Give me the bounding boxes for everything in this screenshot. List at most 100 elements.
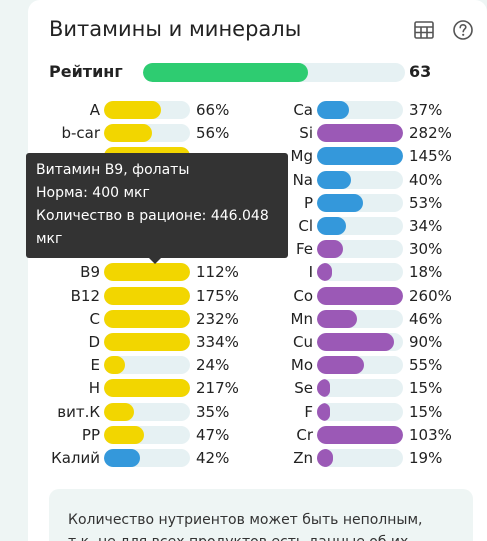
nutrient-bar-fill <box>104 124 153 143</box>
nutrient-bar <box>104 286 190 305</box>
nutrient-percent: 334% <box>196 333 239 351</box>
nutrient-label: C <box>89 309 100 328</box>
nutrient-row-mineral[interactable]: I 18% <box>28 263 487 286</box>
nutrient-bar-fill <box>104 425 145 444</box>
nutrient-label: B9 <box>80 263 100 282</box>
nutrient-bar <box>317 425 403 444</box>
nutrient-percent: 46% <box>409 309 443 328</box>
nutrient-percent: 42% <box>196 449 230 467</box>
nutrient-percent: 19% <box>409 449 443 467</box>
nutrient-row-mineral[interactable]: Si 282% <box>28 124 487 147</box>
nutrient-percent: 175% <box>196 286 239 305</box>
nutrient-percent: 112% <box>196 263 239 282</box>
nutrient-bar <box>317 333 403 351</box>
nutrient-row-vitamin[interactable]: B12 175% <box>28 286 487 310</box>
nutrient-percent: 260% <box>409 286 452 305</box>
card-title: Витамины и минералы <box>49 17 302 41</box>
nutrient-bar <box>317 286 403 305</box>
nutrient-bar-fill <box>317 449 334 467</box>
nutrient-percent: 232% <box>196 309 239 328</box>
help-icon[interactable] <box>452 19 474 41</box>
nutrient-row-mineral[interactable]: Na 40% <box>28 170 487 194</box>
nutrient-row-mineral[interactable]: Cl 34% <box>28 217 487 240</box>
nutrient-percent: 18% <box>409 263 443 282</box>
nutrient-row-vitamin[interactable]: E 24% <box>28 356 487 379</box>
nutrient-row-mineral[interactable]: Zn 19% <box>28 449 487 472</box>
nutrient-percent: 103% <box>409 425 452 444</box>
nutrient-row-vitamin[interactable]: b-car 56% <box>28 124 487 147</box>
tooltip-title: Витамин B9, фолаты <box>36 162 190 178</box>
nutrient-row-mineral[interactable]: Cr 103% <box>28 425 487 449</box>
nutrient-label: Zn <box>293 449 313 467</box>
nutrient-row-vitamin[interactable]: Калий 42% <box>28 449 487 472</box>
nutrient-bar-fill <box>104 263 190 282</box>
nutrient-percent: 40% <box>409 170 443 189</box>
nutrient-row-vitamin[interactable]: C 232% <box>28 309 487 333</box>
nutrient-percent: 34% <box>409 217 443 235</box>
note-line-2: т.к. не для всех продуктов есть данные о… <box>68 531 454 541</box>
nutrient-bar-fill <box>317 402 330 421</box>
nutrient-row-vitamin[interactable]: B9 112% <box>28 263 487 286</box>
nutrient-row-vitamin[interactable]: A 66% <box>28 101 487 124</box>
nutrient-row-mineral[interactable]: Ca 37% <box>28 101 487 124</box>
nutrient-label: PP <box>81 425 100 444</box>
nutrient-percent: 66% <box>196 101 230 119</box>
nutrient-bar-fill <box>104 449 141 467</box>
nutrient-label: B12 <box>70 286 100 305</box>
nutrient-row-mineral[interactable]: P 53% <box>28 193 487 217</box>
nutrient-bar <box>104 425 190 444</box>
nutrient-bar <box>104 333 190 351</box>
nutrient-row-mineral[interactable]: Cu 90% <box>28 333 487 356</box>
nutrient-percent: 24% <box>196 356 230 375</box>
nutrient-row-mineral[interactable]: Se 15% <box>28 379 487 402</box>
nutrient-label: F <box>304 402 313 421</box>
tooltip-unit: мкг <box>36 231 63 247</box>
nutrient-row-mineral[interactable]: Fe 30% <box>28 240 487 263</box>
nutrient-row-vitamin[interactable]: вит.К 35% <box>28 402 487 426</box>
nutrient-label: b-car <box>61 124 100 143</box>
table-icon[interactable] <box>413 19 435 41</box>
nutrient-label: Si <box>299 124 313 143</box>
nutrient-label: Cr <box>296 425 313 444</box>
nutrient-percent: 217% <box>196 379 239 398</box>
nutrient-bar <box>317 309 403 328</box>
nutrient-row-vitamin[interactable]: PP 47% <box>28 425 487 449</box>
note-line-1: Количество нутриентов может быть неполны… <box>68 512 423 528</box>
nutrient-row-mineral[interactable]: F 15% <box>28 402 487 426</box>
nutrient-row-mineral[interactable]: Mn 46% <box>28 309 487 333</box>
nutrient-label: Se <box>294 379 313 398</box>
nutrient-bar-fill <box>317 425 403 444</box>
nutrient-bar-fill <box>317 379 330 398</box>
nutrient-label: A <box>89 101 100 119</box>
nutrient-bar <box>317 356 403 375</box>
rating-bar <box>143 63 405 82</box>
nutrient-row-vitamin[interactable]: H 217% <box>28 379 487 402</box>
nutrient-bar <box>104 263 190 282</box>
nutrient-bar <box>317 240 403 259</box>
nutrient-label: Na <box>292 170 313 189</box>
nutrient-row-mineral[interactable]: Co 260% <box>28 286 487 310</box>
nutrient-label: Cl <box>298 217 313 235</box>
nutrient-bar-fill <box>104 356 125 375</box>
nutrient-percent: 282% <box>409 124 452 143</box>
vitamins-minerals-card: Витамины и минералы Рейтинг 63 A 66% b-car… <box>28 0 487 541</box>
nutrient-bar-fill <box>317 101 349 119</box>
nutrient-label: Калий <box>51 449 100 467</box>
nutrient-bar-fill <box>104 379 190 398</box>
nutrient-bar-fill <box>317 286 403 305</box>
nutrient-percent: 35% <box>196 402 230 421</box>
nutrient-label: D <box>88 333 100 351</box>
nutrient-bar-fill <box>317 240 343 259</box>
nutrient-label: P <box>303 193 313 212</box>
nutrient-row-mineral[interactable]: Mg 145% <box>28 147 487 170</box>
nutrient-bar-fill <box>317 124 403 143</box>
nutrient-percent: 145% <box>409 147 452 166</box>
nutrient-label: E <box>90 356 100 375</box>
nutrient-row-mineral[interactable]: Mo 55% <box>28 356 487 379</box>
nutrient-bar-fill <box>104 286 190 305</box>
nutrient-label: Cu <box>293 333 313 351</box>
nutrient-percent: 53% <box>409 193 443 212</box>
nutrient-bar-fill <box>104 101 161 119</box>
nutrient-bar-fill <box>317 309 357 328</box>
nutrient-row-vitamin[interactable]: D 334% <box>28 333 487 356</box>
